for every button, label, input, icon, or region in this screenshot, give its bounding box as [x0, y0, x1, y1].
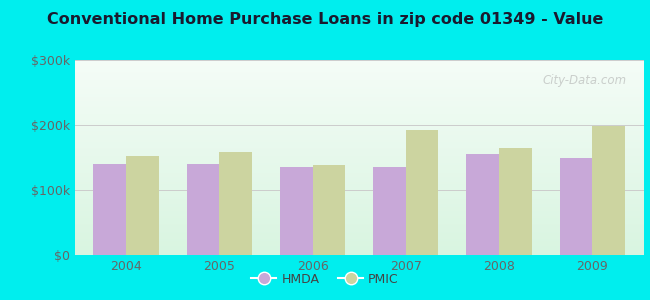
- Bar: [373, 167, 406, 255]
- Bar: [280, 167, 313, 255]
- Bar: [499, 148, 532, 255]
- Legend: HMDA, PMIC: HMDA, PMIC: [246, 268, 404, 291]
- Bar: [466, 154, 499, 255]
- Bar: [592, 126, 625, 255]
- Bar: [94, 164, 126, 255]
- Bar: [187, 164, 219, 255]
- Bar: [126, 156, 159, 255]
- Bar: [560, 158, 592, 255]
- Bar: [406, 130, 438, 255]
- Text: Conventional Home Purchase Loans in zip code 01349 - Value: Conventional Home Purchase Loans in zip …: [47, 12, 603, 27]
- Bar: [313, 165, 345, 255]
- Bar: [219, 152, 252, 255]
- Text: City-Data.com: City-Data.com: [542, 74, 627, 87]
